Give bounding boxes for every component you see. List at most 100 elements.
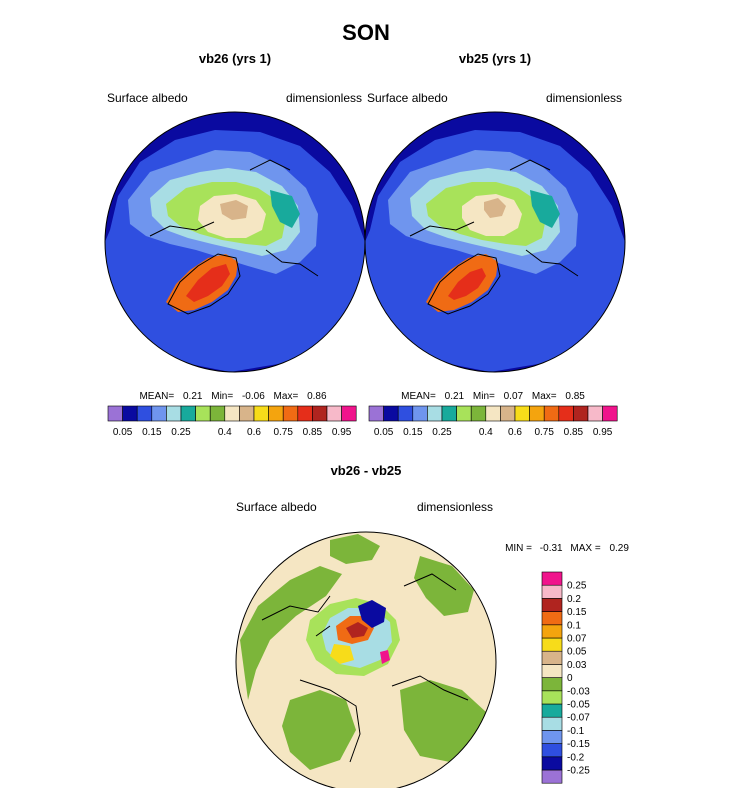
colorbar-tick-label: 0.4 xyxy=(479,427,493,438)
panel-difference-variable-label: Surface albedo xyxy=(236,500,317,514)
colorbar-swatch xyxy=(541,769,563,784)
panel-difference-units-label: dimensionless xyxy=(417,500,493,514)
colorbar-swatch xyxy=(541,703,563,718)
colorbar-swatch xyxy=(541,650,563,665)
colorbar-tick-label: 0.25 xyxy=(567,581,587,592)
colorbar-swatch xyxy=(541,730,563,744)
map-land-teal xyxy=(270,190,300,228)
colorbar-swatch xyxy=(166,405,182,422)
panel-vb25-units-label: dimensionless xyxy=(546,91,622,105)
colorbar-tick-label: 0.2 xyxy=(567,594,581,605)
colorbar-swatch xyxy=(427,405,443,422)
panel-vb26-title: vb26 (yrs 1) xyxy=(199,51,271,66)
colorbar-tick-label: 0.25 xyxy=(171,427,191,438)
map-coastlines xyxy=(409,159,579,315)
panel-difference-map-border xyxy=(235,531,497,788)
panel-vb26-colorbar: 0.05 0.15 0.25 0.4 0.6 0.75 0.85 0.95 xyxy=(107,405,357,438)
panel-vb25-min-label: Min= xyxy=(473,391,495,402)
colorbar-tick-label: -0.03 xyxy=(567,686,590,697)
colorbar-tick-label: 0.03 xyxy=(567,660,587,671)
panel-difference-min-value: -0.31 xyxy=(540,543,563,554)
panel-difference-colorbar: -0.25 -0.2 -0.15 -0.1 -0.07 -0.05 -0.03 0 0.03 0.… xyxy=(541,571,590,784)
panel-difference-min-label: MIN = xyxy=(505,543,532,554)
diff-positive-red xyxy=(346,622,368,638)
colorbar-swatch xyxy=(541,716,563,731)
colorbar-tick-label: -0.1 xyxy=(567,726,585,737)
map-coastlines xyxy=(149,159,319,315)
colorbar-swatch xyxy=(122,405,138,422)
colorbar-swatch xyxy=(541,743,563,758)
panel-vb25-colorbar: 0.05 0.15 0.25 0.4 0.6 0.75 0.85 0.95 xyxy=(368,405,618,438)
panel-vb25-mean-label: MEAN= xyxy=(401,391,436,402)
colorbar-tick-label: 0.75 xyxy=(534,427,554,438)
panel-difference-max-label: MAX = xyxy=(570,543,600,554)
colorbar-tick-label: 0.95 xyxy=(332,427,352,438)
panel-vb26-variable-label: Surface albedo xyxy=(107,91,188,105)
panel-difference-stats: MIN = -0.31 MAX = 0.29 xyxy=(505,543,629,554)
diff-green-patch xyxy=(282,690,356,770)
panel-vb25-variable-label: Surface albedo xyxy=(367,91,448,105)
colorbar-tick-label: 0.25 xyxy=(432,427,452,438)
colorbar-swatch xyxy=(541,664,563,678)
colorbar-swatch xyxy=(397,405,414,422)
map-greenland-inner xyxy=(448,268,486,300)
colorbar-tick-label: 0.05 xyxy=(113,427,133,438)
panel-vb25-min-value: 0.07 xyxy=(504,391,524,402)
colorbar-tick-label: 0.15 xyxy=(567,607,587,618)
colorbar-swatch xyxy=(136,405,153,422)
colorbar-tick-label: -0.2 xyxy=(567,752,585,763)
colorbar-swatch xyxy=(239,405,255,422)
colorbar-swatch xyxy=(543,405,560,422)
diff-green-patch xyxy=(240,566,342,700)
panel-vb26-min-label: Min= xyxy=(211,391,233,402)
panel-vb26-max-label: Max= xyxy=(274,391,299,402)
colorbar-tick-label: 0.95 xyxy=(593,427,613,438)
colorbar-tick-label: 0.1 xyxy=(567,620,581,631)
panel-vb26-min-value: -0.06 xyxy=(242,391,265,402)
colorbar-swatch xyxy=(529,405,545,422)
colorbar-tick-label: -0.07 xyxy=(567,713,590,724)
map-greenland-inner xyxy=(186,264,230,302)
colorbar-swatch xyxy=(541,571,563,586)
panel-vb26-stats: MEAN= 0.21 Min= -0.06 Max= 0.86 xyxy=(139,391,326,402)
colorbar-swatch xyxy=(541,756,563,771)
panel-vb25-max-label: Max= xyxy=(532,391,557,402)
colorbar-swatch xyxy=(602,405,618,422)
colorbar-tick-label: 0.85 xyxy=(303,427,323,438)
panel-vb25-mean-value: 0.21 xyxy=(445,391,465,402)
colorbar-swatch xyxy=(558,405,574,422)
map-land-teal xyxy=(530,190,560,228)
colorbar-swatch xyxy=(541,690,563,705)
colorbar-swatch xyxy=(312,405,328,422)
diff-green-patch xyxy=(400,680,486,762)
panel-difference-max-value: 0.29 xyxy=(609,543,629,554)
colorbar-swatch xyxy=(470,405,487,422)
map-outer-blue-band xyxy=(105,112,365,242)
colorbar-swatch xyxy=(541,611,563,626)
colorbar-swatch xyxy=(268,405,284,422)
colorbar-tick-label: -0.05 xyxy=(567,700,590,711)
colorbar-swatch xyxy=(587,405,603,422)
colorbar-swatch xyxy=(368,405,384,422)
panel-vb25-max-value: 0.85 xyxy=(565,391,585,402)
panel-vb26: vb26 (yrs 1) Surface albedo dimensionles… xyxy=(104,51,366,438)
colorbar-tick-label: 0 xyxy=(567,673,573,684)
colorbar-swatch xyxy=(253,405,269,422)
panel-vb25-title: vb25 (yrs 1) xyxy=(459,51,531,66)
colorbar-tick-label: 0.6 xyxy=(247,427,261,438)
map-outer-blue-band xyxy=(365,112,625,242)
colorbar-swatch xyxy=(224,405,240,422)
map-ice-sheet-tan xyxy=(484,198,506,218)
colorbar-swatch xyxy=(383,405,399,422)
colorbar-tick-label: 0.6 xyxy=(508,427,522,438)
colorbar-swatch xyxy=(456,405,472,422)
colorbar-swatch xyxy=(441,405,457,422)
colorbar-tick-label: 0.07 xyxy=(567,634,587,645)
colorbar-swatch xyxy=(297,405,313,422)
colorbar-tick-label: 0.05 xyxy=(567,647,587,658)
panel-vb26-map xyxy=(105,112,365,372)
colorbar-swatch xyxy=(541,598,563,612)
map-ice-sheet-tan xyxy=(220,200,248,220)
panel-vb26-mean-label: MEAN= xyxy=(139,391,174,402)
